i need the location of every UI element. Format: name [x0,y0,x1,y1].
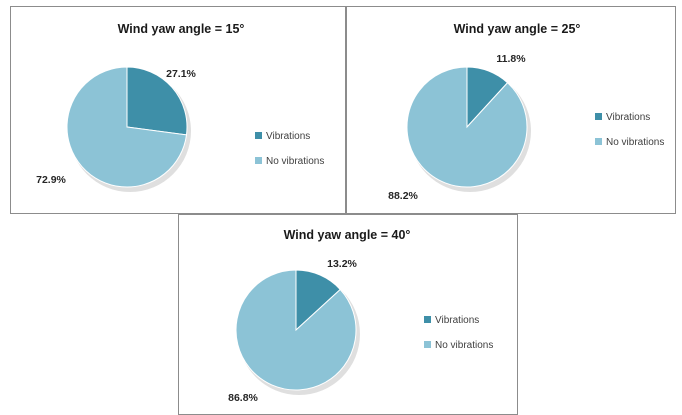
legend-label-vibrations: Vibrations [435,315,479,326]
pie-chart-40: Wind yaw angle = 40° 13.2% 86.8% Vibrations… [228,228,493,404]
legend-swatch-vibrations [595,113,602,120]
chart-title: Wind yaw angle = 25° [454,22,581,36]
legend-label-no-vibrations: No vibrations [266,156,324,167]
legend-swatch-no-vibrations [595,138,602,145]
legend-label-vibrations: Vibrations [266,131,310,142]
chart-panel-40: Wind yaw angle = 40° 13.2% 86.8% Vibrations… [178,214,518,415]
data-label-no-vibrations: 88.2% [388,190,418,202]
data-label-vibrations: 13.2% [327,258,357,270]
data-label-no-vibrations: 86.8% [228,392,258,404]
slice-vibrations [126,66,188,136]
data-label-vibrations: 27.1% [166,68,196,80]
pie-chart-25: Wind yaw angle = 25° 11.8% 88.2% Vibrations… [388,22,664,202]
slice-no-vibrations [406,66,528,188]
legend-swatch-no-vibrations [424,341,431,348]
slice-no-vibrations [235,269,357,391]
data-label-no-vibrations: 72.9% [36,174,66,186]
legend-label-no-vibrations: No vibrations [606,137,664,148]
legend-swatch-vibrations [255,132,262,139]
chart-panel-25: Wind yaw angle = 25° 11.8% 88.2% Vibrations… [346,6,676,214]
pie-chart-15: Wind yaw angle = 15° 27.1% 72.9% Vibrations… [36,22,324,192]
legend-label-vibrations: Vibrations [606,112,650,123]
chart-panel-15: Wind yaw angle = 15° 27.1% 72.9% Vibrations… [10,6,346,214]
slice-no-vibrations [66,66,188,188]
legend-label-no-vibrations: No vibrations [435,340,493,351]
legend-swatch-vibrations [424,316,431,323]
chart-title: Wind yaw angle = 15° [118,22,245,36]
chart-title: Wind yaw angle = 40° [284,228,411,242]
data-label-vibrations: 11.8% [496,53,526,65]
legend-swatch-no-vibrations [255,157,262,164]
